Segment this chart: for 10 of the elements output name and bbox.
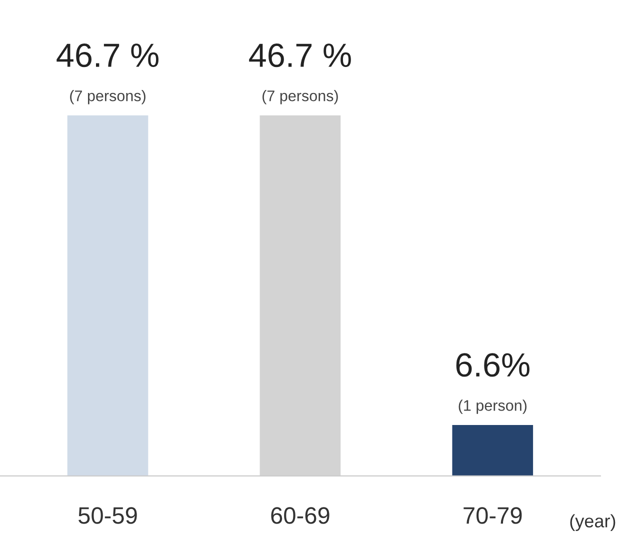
- data-label: 6.6%: [456, 353, 530, 377]
- annotation: (1 person): [458, 400, 527, 414]
- x-tick-label: 70-79: [464, 507, 522, 524]
- annotation: (7 persons): [262, 90, 338, 104]
- annotation: (7 persons): [70, 90, 146, 104]
- data-label: 46.7 %: [56, 44, 158, 68]
- x-tick-label: 60-69: [271, 507, 330, 524]
- x-tick-label: 50-59: [78, 507, 137, 524]
- x-axis-title: (year): [570, 514, 616, 532]
- data-label: 46.7 %: [249, 44, 351, 68]
